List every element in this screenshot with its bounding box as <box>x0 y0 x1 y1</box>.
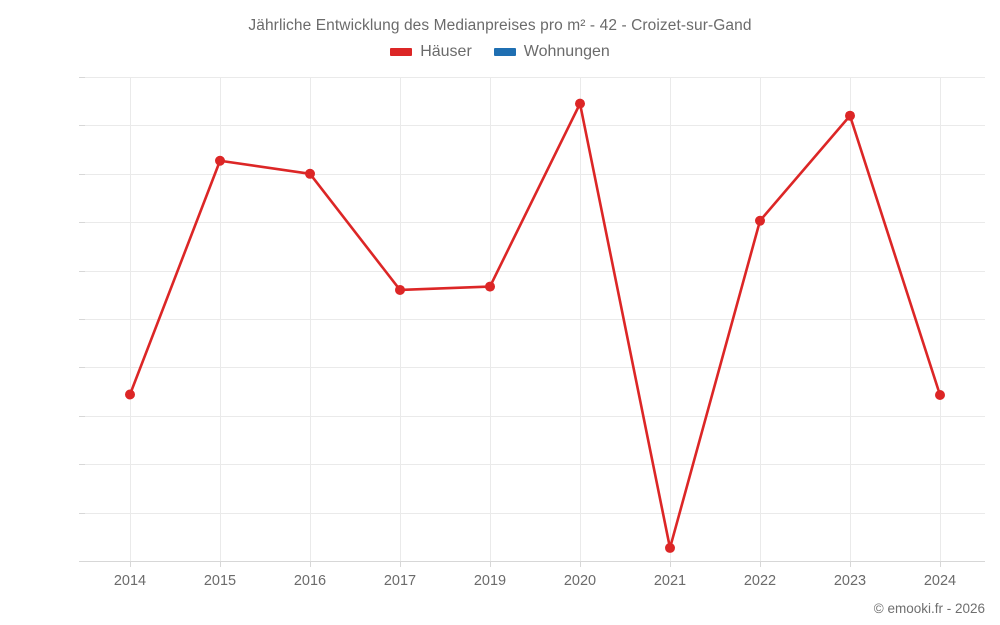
y-axis-tick-mark <box>79 319 85 320</box>
x-axis-tick-mark <box>130 561 131 567</box>
data-point[interactable] <box>755 215 765 226</box>
x-axis-tick-mark <box>670 561 671 567</box>
x-axis-tick-mark <box>490 561 491 567</box>
gridline-vertical <box>760 77 761 561</box>
y-axis-tick-mark <box>79 173 85 175</box>
y-axis-tick-mark <box>79 512 85 514</box>
gridline-vertical <box>670 77 671 561</box>
gridline-horizontal <box>85 125 985 127</box>
gridline-vertical <box>490 77 491 561</box>
legend-swatch-icon <box>390 48 413 56</box>
y-axis-tick-mark <box>79 222 85 224</box>
y-axis-tick-mark <box>79 561 85 562</box>
x-axis-tick-label: 2019 <box>473 573 507 589</box>
series-layer <box>125 98 945 553</box>
data-point[interactable] <box>395 284 405 295</box>
series-line-häuser <box>128 102 942 550</box>
legend-item-label: Häuser <box>420 43 472 60</box>
data-point[interactable] <box>575 98 585 109</box>
legend-swatch-icon <box>493 48 516 56</box>
gridline-horizontal <box>85 270 985 272</box>
footer-credit: © emooki.fr - 2026 <box>873 601 985 616</box>
gridline-horizontal <box>85 77 985 78</box>
data-point[interactable] <box>305 168 315 179</box>
legend-item-label: Wohnungen <box>523 43 610 60</box>
data-point[interactable] <box>215 155 225 166</box>
y-axis-tick-mark <box>79 125 85 127</box>
x-axis-tick-label: 2017 <box>383 573 417 589</box>
chart-title: Jährliche Entwicklung des Medianpreises … <box>248 17 752 34</box>
x-axis-line <box>85 561 985 562</box>
x-axis-tick-label: 2015 <box>203 573 237 589</box>
x-axis-tick-mark <box>940 561 941 567</box>
gridline-horizontal <box>85 222 985 224</box>
x-axis-tick-mark <box>760 561 761 567</box>
data-point[interactable] <box>935 389 945 400</box>
x-axis-tick-label: 2024 <box>923 573 957 589</box>
x-axis-tick-label: 2022 <box>743 573 777 589</box>
y-axis-tick-mark <box>79 77 85 78</box>
gridline-vertical <box>940 77 941 561</box>
y-axis-tick-mark <box>79 464 85 466</box>
y-axis-tick-mark <box>79 367 85 369</box>
gridline-vertical <box>580 77 581 561</box>
data-point[interactable] <box>665 542 675 553</box>
gridline-horizontal <box>85 512 985 514</box>
legend-item-2[interactable]: Wohnungen <box>493 43 610 60</box>
x-axis-tick-label: 2014 <box>113 573 147 589</box>
x-axis-tick-label: 2016 <box>293 573 327 589</box>
plot-area <box>85 77 985 562</box>
gridline-horizontal <box>85 319 985 320</box>
data-point[interactable] <box>125 389 135 400</box>
data-point[interactable] <box>845 110 855 121</box>
x-axis-tick-label: 2020 <box>563 573 597 589</box>
gridline-horizontal <box>85 173 985 175</box>
y-axis-tick-mark <box>79 270 85 272</box>
y-axis-tick-mark <box>79 415 85 417</box>
x-axis-tick-mark <box>220 561 221 567</box>
gridline-vertical <box>220 77 221 561</box>
x-axis-tick-mark <box>580 561 581 567</box>
x-axis-tick-mark <box>400 561 401 567</box>
data-point[interactable] <box>485 281 495 292</box>
x-axis-tick-label: 2023 <box>833 573 867 589</box>
gridline-horizontal <box>85 415 985 417</box>
x-axis-tick-mark <box>310 561 311 567</box>
gridline-vertical <box>850 77 851 561</box>
gridline-vertical <box>130 77 131 561</box>
gridline-vertical <box>310 77 311 561</box>
gridline-horizontal <box>85 367 985 369</box>
chart-legend: Häuser Wohnungen <box>0 44 1000 60</box>
gridline-horizontal <box>85 464 985 466</box>
gridline-vertical <box>400 77 401 561</box>
legend-item-1[interactable]: Häuser <box>390 44 472 60</box>
x-axis-tick-mark <box>850 561 851 567</box>
x-axis-tick-label: 2021 <box>653 573 687 589</box>
